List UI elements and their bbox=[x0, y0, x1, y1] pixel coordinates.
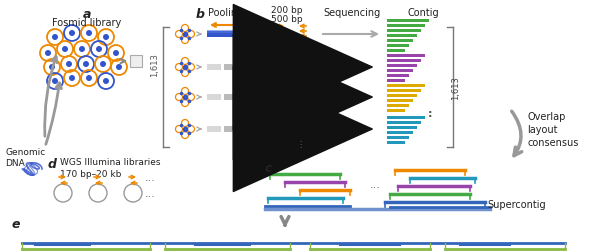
Bar bbox=[387, 19, 429, 23]
Bar bbox=[224, 65, 238, 71]
Bar bbox=[387, 79, 405, 83]
Circle shape bbox=[100, 62, 106, 68]
Text: b: b bbox=[196, 8, 205, 21]
Text: c: c bbox=[265, 161, 272, 174]
Bar bbox=[275, 94, 289, 101]
Bar bbox=[387, 131, 413, 135]
Bar bbox=[387, 141, 405, 144]
Text: Sequencing: Sequencing bbox=[323, 8, 380, 18]
Bar bbox=[387, 109, 405, 113]
Text: Contig: Contig bbox=[408, 8, 440, 18]
Bar bbox=[387, 84, 425, 88]
Bar bbox=[387, 94, 417, 98]
Bar bbox=[258, 94, 272, 101]
Text: 1,613: 1,613 bbox=[151, 53, 160, 77]
Text: e: e bbox=[12, 217, 20, 230]
Text: WGS Illumina libraries
170 bp–20 kb: WGS Illumina libraries 170 bp–20 kb bbox=[60, 158, 161, 178]
Bar bbox=[224, 94, 238, 101]
Text: :: : bbox=[298, 109, 302, 118]
Text: ...: ... bbox=[370, 179, 380, 189]
Circle shape bbox=[86, 31, 92, 37]
Bar bbox=[387, 74, 409, 78]
Text: Overlap
layout
consensus: Overlap layout consensus bbox=[527, 111, 578, 148]
Circle shape bbox=[103, 35, 109, 41]
Text: ⋮: ⋮ bbox=[296, 140, 304, 149]
Circle shape bbox=[113, 51, 119, 57]
Bar bbox=[387, 69, 413, 73]
Text: d: d bbox=[48, 158, 57, 170]
Bar bbox=[224, 127, 238, 133]
Bar bbox=[387, 99, 413, 103]
Bar bbox=[241, 65, 255, 71]
Circle shape bbox=[86, 76, 92, 82]
Bar bbox=[387, 59, 421, 63]
Bar bbox=[207, 94, 221, 101]
Bar bbox=[387, 39, 413, 43]
Bar bbox=[387, 116, 425, 119]
Circle shape bbox=[103, 79, 109, 85]
Bar bbox=[387, 121, 421, 124]
Circle shape bbox=[96, 47, 102, 53]
Circle shape bbox=[69, 76, 75, 82]
Circle shape bbox=[116, 65, 122, 71]
Text: :: : bbox=[428, 109, 432, 118]
Bar bbox=[387, 64, 417, 68]
Bar bbox=[207, 65, 221, 71]
Text: Supercontig: Supercontig bbox=[487, 199, 545, 209]
Bar bbox=[387, 44, 409, 48]
Text: ...: ... bbox=[145, 188, 156, 198]
Bar bbox=[387, 136, 409, 139]
Bar bbox=[275, 65, 289, 71]
Circle shape bbox=[52, 79, 58, 85]
Bar bbox=[207, 31, 247, 34]
Bar bbox=[387, 49, 405, 53]
Bar bbox=[207, 127, 221, 133]
Bar bbox=[130, 56, 142, 68]
Text: 1,613: 1,613 bbox=[452, 76, 461, 100]
Circle shape bbox=[45, 51, 51, 57]
Text: Genomic
DNA: Genomic DNA bbox=[5, 147, 45, 167]
Circle shape bbox=[79, 47, 85, 53]
Circle shape bbox=[69, 31, 75, 37]
Bar bbox=[387, 89, 421, 93]
Bar bbox=[387, 29, 421, 33]
Text: a: a bbox=[83, 8, 91, 21]
Bar bbox=[387, 24, 425, 28]
Bar bbox=[387, 126, 417, 130]
Text: Fosmid library: Fosmid library bbox=[52, 18, 122, 28]
Text: 200 bp: 200 bp bbox=[271, 6, 302, 15]
Text: 500 bp: 500 bp bbox=[271, 15, 302, 24]
Bar bbox=[258, 65, 272, 71]
Bar bbox=[241, 127, 255, 133]
Bar bbox=[387, 34, 417, 38]
Circle shape bbox=[83, 62, 89, 68]
Bar bbox=[387, 104, 409, 108]
Text: Pooling: Pooling bbox=[208, 8, 243, 18]
Bar bbox=[275, 127, 289, 133]
Bar bbox=[387, 54, 425, 58]
Bar bbox=[258, 127, 272, 133]
Circle shape bbox=[66, 62, 72, 68]
Bar bbox=[207, 32, 247, 38]
Text: ...: ... bbox=[145, 172, 156, 182]
Circle shape bbox=[62, 47, 68, 53]
Bar bbox=[241, 94, 255, 101]
Circle shape bbox=[52, 35, 58, 41]
Circle shape bbox=[49, 65, 55, 71]
